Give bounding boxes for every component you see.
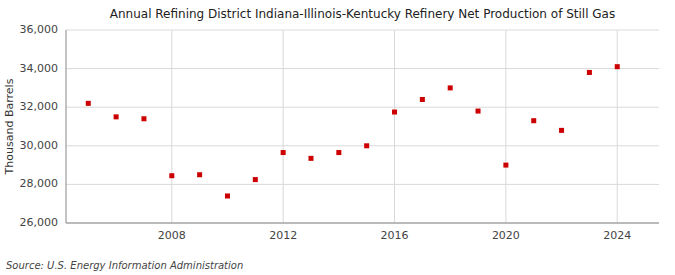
- point: [587, 70, 592, 75]
- point: [169, 173, 174, 178]
- y-tick-label: 34,000: [20, 62, 59, 75]
- point: [141, 116, 146, 121]
- point: [336, 150, 341, 155]
- y-tick-label: 36,000: [20, 23, 59, 36]
- point: [392, 110, 397, 115]
- y-axis-label: Thousand Barrels: [3, 78, 16, 175]
- y-tick-label: 28,000: [20, 177, 59, 190]
- point: [281, 150, 286, 155]
- y-grid-line: [66, 223, 659, 224]
- y-tick-label: 30,000: [20, 139, 59, 152]
- title: Annual Refining District Indiana-Illinoi…: [110, 7, 615, 21]
- y-tick-label: 32,000: [20, 100, 59, 113]
- x-grid-line: [171, 30, 172, 223]
- point: [503, 163, 508, 168]
- x-grid-line: [505, 30, 506, 223]
- source-note: Source: U.S. Energy Information Administ…: [6, 260, 243, 271]
- x-tick-label: 2024: [603, 229, 631, 242]
- x-axis-line: [66, 223, 659, 224]
- point: [559, 128, 564, 133]
- point: [225, 193, 230, 198]
- point: [448, 85, 453, 90]
- point: [253, 177, 258, 182]
- point: [615, 64, 620, 69]
- chart: 26,000 28,000 30,000 32,000 34,000 36,000 2008…: [0, 0, 675, 275]
- points: [86, 64, 620, 198]
- point: [531, 118, 536, 123]
- x-tick-label: 2008: [158, 229, 186, 242]
- y-axis-line: [66, 30, 67, 223]
- point: [364, 143, 369, 148]
- x-tick-label: 2012: [269, 229, 297, 242]
- grid: [66, 30, 659, 223]
- point: [476, 109, 481, 114]
- point: [420, 97, 425, 102]
- x-tick-label: 2020: [492, 229, 520, 242]
- y-grid-line: [66, 145, 659, 146]
- x-grid-line: [283, 30, 284, 223]
- y-grid-line: [66, 107, 659, 108]
- y-grid-line: [66, 184, 659, 185]
- y-tick-label: 26,000: [20, 216, 59, 229]
- x-grid-line: [394, 30, 395, 223]
- y-grid-line: [66, 68, 659, 69]
- point: [86, 101, 91, 106]
- y-grid-line: [66, 30, 659, 31]
- x-grid-line: [617, 30, 618, 223]
- point: [197, 172, 202, 177]
- point: [308, 156, 313, 161]
- point: [114, 114, 119, 119]
- x-tick-label: 2016: [381, 229, 409, 242]
